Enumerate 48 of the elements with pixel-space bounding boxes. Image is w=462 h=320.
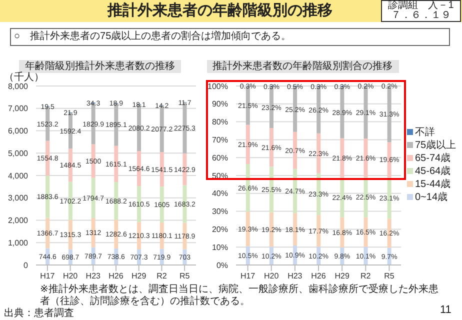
legend-label: 不詳 xyxy=(414,126,436,139)
x-tick-label: H29 xyxy=(334,272,350,281)
y-tick-label: 60% xyxy=(212,153,228,162)
text: ※推計外来患者数とは、調査日当日に、病院、一般診療所、歯科診療所で受療した外来患者（往診、訪問診療を含む）の推計数である。 xyxy=(40,284,440,308)
x-tick-label: H26 xyxy=(311,272,326,281)
y-tick-label: 80% xyxy=(212,118,228,127)
source-note: 出典：患者調査 xyxy=(4,308,74,319)
legend-label: 45-64歳 xyxy=(414,164,452,178)
y-tick-label: 4,000 xyxy=(8,171,29,180)
legend-label: 0~14歳 xyxy=(414,190,449,204)
chart-title: 推計外来患者数の年齢階級別割合の推移 xyxy=(206,60,398,73)
legend-label: 65-74歳 xyxy=(414,152,452,165)
x-tick-label: R2 xyxy=(156,272,168,281)
x-tick-label: H20 xyxy=(264,272,280,281)
x-tick-label: H29 xyxy=(132,272,147,281)
y-tick-label: 5,000 xyxy=(8,148,29,158)
x-tick-label: H17 xyxy=(40,272,56,281)
x-tick-label: H26 xyxy=(108,272,124,281)
y-tick-label: 30% xyxy=(212,207,228,216)
text: ７．６．１９ xyxy=(390,10,452,21)
text: ○ 推計外来患者の75歳以上の患者の割合は増加傾向である。 xyxy=(14,30,292,44)
x-tick-label: H20 xyxy=(62,272,78,281)
x-tick-label: R5 xyxy=(384,272,395,281)
x-tick-label: R5 xyxy=(179,272,190,281)
y-tick-label: 90% xyxy=(212,100,228,109)
y-tick-label: 8,000 xyxy=(8,82,29,91)
chart-title: 年齢階級別推計外来患者数の推移 xyxy=(19,60,181,73)
y-tick-label: 0 xyxy=(24,260,29,270)
x-tick-label: R2 xyxy=(360,272,372,281)
y-tick-label: 100% xyxy=(208,82,228,91)
legend-label: 75歳以上 xyxy=(414,138,456,152)
legend-label: 15-44歳 xyxy=(414,178,452,191)
y-tick-label: 6,000 xyxy=(8,126,29,136)
y-tick-label: 40% xyxy=(212,189,228,198)
x-tick-label: H23 xyxy=(86,272,102,281)
y-tick-label: 3,000 xyxy=(8,194,29,203)
text: 推計外来患者の年齢階級別の推移 xyxy=(108,2,332,19)
text: 11 xyxy=(440,304,452,316)
y-tick-label: 20% xyxy=(212,225,228,234)
y-axis-title: （千人） xyxy=(4,70,44,83)
y-tick-label: 1,000 xyxy=(8,238,29,248)
y-tick-label: 10% xyxy=(212,242,228,252)
y-tick-label: 0% xyxy=(216,260,228,270)
x-tick-label: H17 xyxy=(240,272,256,281)
x-tick-label: H23 xyxy=(288,272,303,281)
y-tick-label: 2,000 xyxy=(8,216,29,226)
y-tick-label: 70% xyxy=(212,136,228,145)
y-tick-label: 7,000 xyxy=(8,104,29,114)
